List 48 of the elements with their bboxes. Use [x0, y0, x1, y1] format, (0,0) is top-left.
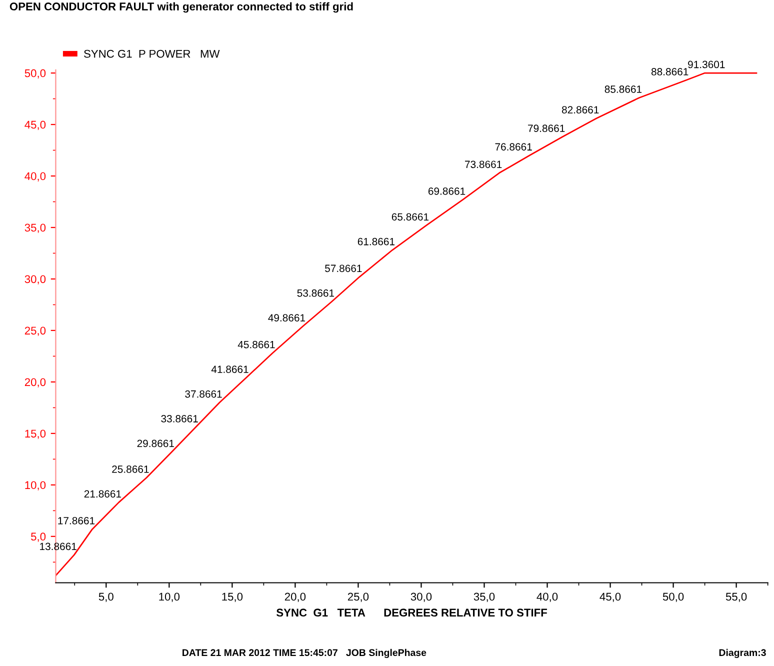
text: DATE 21 MAR 2012 TIME 15:45:07 JOB SinglePhase — [182, 648, 426, 658]
annotation: 69.8661 — [428, 187, 466, 195]
x-tick-label: 5,0 — [98, 592, 114, 602]
x-tick-label: 10,0 — [159, 592, 180, 602]
x-tick-label: 20,0 — [284, 592, 306, 602]
x-axis-title: SYNC G1 TETA DEGREES RELATIVE TO STIFF — [276, 608, 547, 617]
annotation: 79.8661 — [528, 124, 565, 132]
y-tick-label: 40,0 — [24, 172, 46, 182]
y-tick-label: 15,0 — [25, 430, 46, 439]
annotation: 76.8661 — [495, 143, 532, 151]
annotation: 91.3601 — [688, 60, 725, 68]
y-tick-label: 25,0 — [24, 326, 46, 336]
annotation: 49.8661 — [268, 314, 306, 322]
x-tick-label: 15,0 — [222, 592, 243, 602]
annotation: 17.8661 — [58, 516, 95, 524]
y-tick-label: 50,0 — [24, 69, 46, 78]
annotation: 65.8661 — [392, 213, 429, 221]
annotation: 53.8661 — [297, 289, 334, 297]
x-tick-label: 45,0 — [600, 592, 621, 602]
y-tick-label: 20,0 — [24, 378, 46, 388]
annotation: 21.8661 — [84, 490, 122, 498]
x-tick-label: 40,0 — [536, 592, 558, 602]
y-tick-label: 45,0 — [24, 120, 46, 130]
annotation: 45.8661 — [238, 340, 275, 348]
x-tick-label: 30,0 — [410, 592, 432, 602]
text: Diagram:3 — [719, 648, 766, 658]
annotation: 57.8661 — [325, 264, 362, 272]
annotation: 37.8661 — [185, 390, 222, 398]
x-tick-label: 50,0 — [662, 592, 684, 602]
annotation: 33.8661 — [161, 415, 198, 422]
legend-label: SYNC G1 P POWER MW — [84, 50, 220, 58]
x-tick-label: 35,0 — [474, 592, 495, 602]
annotation: 88.8661 — [651, 68, 688, 76]
chart-title: OPEN CONDUCTOR FAULT with generator connected to stiff grid — [10, 2, 353, 13]
x-tick-label: 55,0 — [726, 592, 747, 602]
annotation: 41.8661 — [211, 366, 248, 373]
x-tick-label: 25,0 — [348, 592, 369, 602]
annotation: 82.8661 — [562, 106, 599, 114]
annotation: 13.8661 — [40, 542, 76, 550]
annotation: 29.8661 — [137, 440, 174, 448]
y-tick-label: 30,0 — [24, 275, 46, 284]
annotation: 61.8661 — [358, 238, 395, 246]
y-tick-label: 5,0 — [31, 532, 46, 542]
y-tick-label: 10,0 — [25, 481, 46, 490]
annotation: 25.8661 — [112, 466, 149, 473]
annotation: 85.8661 — [604, 86, 642, 93]
annotation: 73.8661 — [465, 160, 502, 168]
y-tick-label: 35,0 — [24, 224, 46, 233]
